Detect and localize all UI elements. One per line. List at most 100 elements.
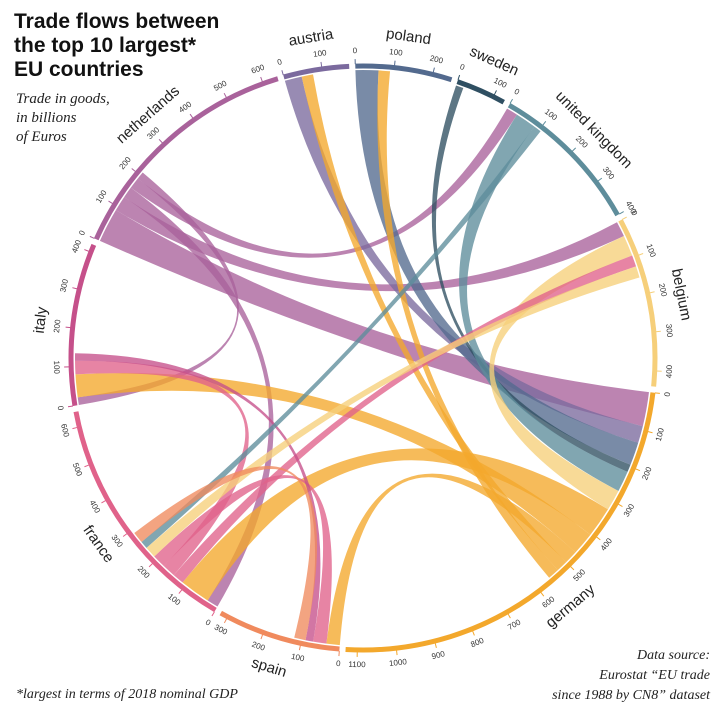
tick-label-spain-0: 0 [336, 659, 342, 668]
ribbon-france-spain [154, 475, 332, 644]
source-line-1: Data source: [637, 648, 710, 663]
country-label-united-kingdom: united kingdom [552, 88, 636, 172]
tick-belgium-0 [622, 216, 627, 220]
tick-label-sweden-0: 0 [459, 62, 467, 72]
tick-label-france-0: 0 [204, 618, 213, 628]
tick-label-france-100: 100 [166, 592, 182, 608]
tick-germany-500 [570, 566, 575, 571]
tick-germany-100 [647, 430, 653, 434]
tick-label-italy-0: 0 [56, 405, 66, 411]
data-source: Data source: Eurostat “EU trade since 19… [552, 646, 710, 706]
tick-italy-400 [84, 249, 90, 252]
tick-france-400 [101, 500, 107, 504]
country-label-germany: germany [543, 581, 599, 632]
tick-label-italy-100: 100 [52, 360, 61, 374]
tick-germany-300 [617, 503, 623, 508]
arc-france [73, 411, 217, 613]
tick-label-france-600: 600 [59, 423, 71, 439]
tick-label-netherlands-500: 500 [212, 78, 228, 92]
tick-france-0 [211, 611, 215, 617]
tick-label-poland-0: 0 [353, 46, 358, 55]
arc-italy [68, 243, 97, 407]
title-line-2: the top 10 largest* [14, 34, 197, 57]
tick-label-france-400: 400 [88, 499, 103, 516]
tick-united-kingdom-200 [571, 147, 577, 152]
tick-label-germany-1000: 1000 [389, 657, 408, 668]
tick-belgium-100 [638, 253, 644, 256]
tick-belgium-200 [649, 291, 655, 294]
tick-label-germany-800: 800 [469, 636, 485, 650]
tick-label-united-kingdom-300: 300 [601, 165, 617, 182]
arc-spain [219, 610, 340, 652]
arc-poland [355, 63, 453, 83]
tick-label-germany-300: 300 [622, 502, 637, 519]
country-label-italy: italy [31, 305, 51, 334]
tick-label-belgium-0: 0 [629, 209, 639, 218]
tick-label-spain-200: 200 [251, 640, 267, 653]
source-line-2: Eurostat “EU trade [599, 668, 710, 683]
tick-germany-200 [635, 468, 641, 472]
tick-germany-700 [507, 613, 511, 619]
tick-germany-900 [434, 642, 437, 648]
tick-spain-200 [260, 634, 264, 640]
tick-label-united-kingdom-0: 0 [513, 87, 522, 97]
tick-label-italy-400: 400 [70, 238, 83, 254]
source-line-3: since 1988 by CN8” dataset [552, 688, 710, 703]
tick-label-sweden-100: 100 [492, 76, 508, 90]
arc-united-kingdom [507, 102, 620, 217]
tick-netherlands-500 [223, 92, 227, 98]
tick-label-netherlands-0: 0 [77, 229, 87, 237]
arc-sweden [456, 79, 505, 105]
country-label-spain: spain [249, 654, 288, 681]
country-label-france: france [79, 522, 117, 566]
arc-germany [345, 392, 656, 653]
tick-label-germany-0: 0 [663, 391, 673, 397]
title-line-3: EU countries [14, 58, 144, 81]
tick-germany-0 [654, 392, 660, 394]
tick-united-kingdom-400 [619, 211, 624, 215]
ribbon-netherlands-belgium [115, 197, 624, 292]
tick-france-500 [84, 464, 90, 468]
tick-united-kingdom-0 [509, 98, 514, 104]
tick-poland-200 [432, 67, 435, 73]
tick-netherlands-0 [89, 235, 95, 239]
tick-austria-100 [320, 61, 323, 67]
arc-austria [283, 63, 350, 80]
tick-label-spain-100: 100 [290, 652, 305, 664]
tick-austria-0 [281, 70, 284, 76]
country-label-sweden: sweden [467, 43, 521, 79]
tick-label-netherlands-100: 100 [94, 188, 109, 205]
subtitle-line-3: of Euros [16, 129, 67, 145]
tick-netherlands-200 [131, 168, 136, 173]
tick-label-netherlands-200: 200 [118, 155, 134, 171]
tick-label-italy-200: 200 [52, 319, 62, 334]
tick-label-germany-400: 400 [599, 536, 615, 553]
chart-title: Trade flows between the top 10 largest* … [14, 10, 264, 82]
tick-italy-0 [67, 405, 74, 408]
country-label-poland: poland [385, 25, 432, 48]
ribbons-group [75, 69, 649, 646]
tick-netherlands-400 [189, 113, 194, 119]
country-label-austria: austria [287, 26, 335, 50]
arc-belgium [618, 219, 658, 387]
title-line-1: Trade flows between [14, 10, 220, 33]
tick-poland-100 [394, 60, 396, 66]
ribbon-netherlands-italy [77, 172, 239, 406]
tick-label-belgium-100: 100 [644, 243, 657, 259]
tick-label-austria-100: 100 [313, 48, 328, 59]
tick-label-germany-900: 900 [431, 649, 447, 661]
tick-italy-200 [65, 326, 71, 329]
tick-label-poland-100: 100 [389, 47, 404, 57]
tick-label-netherlands-600: 600 [250, 62, 266, 75]
subtitle-line-1: Trade in goods, [16, 91, 110, 107]
tick-label-netherlands-400: 400 [177, 99, 194, 114]
tick-label-germany-700: 700 [506, 617, 523, 632]
tick-label-austria-0: 0 [276, 57, 283, 67]
arc-netherlands [93, 76, 279, 241]
tick-label-belgium-400: 400 [665, 364, 675, 378]
tick-france-300 [122, 533, 128, 537]
tick-france-200 [148, 563, 154, 568]
tick-label-france-500: 500 [71, 462, 84, 478]
ribbon-spain-france [134, 466, 318, 641]
